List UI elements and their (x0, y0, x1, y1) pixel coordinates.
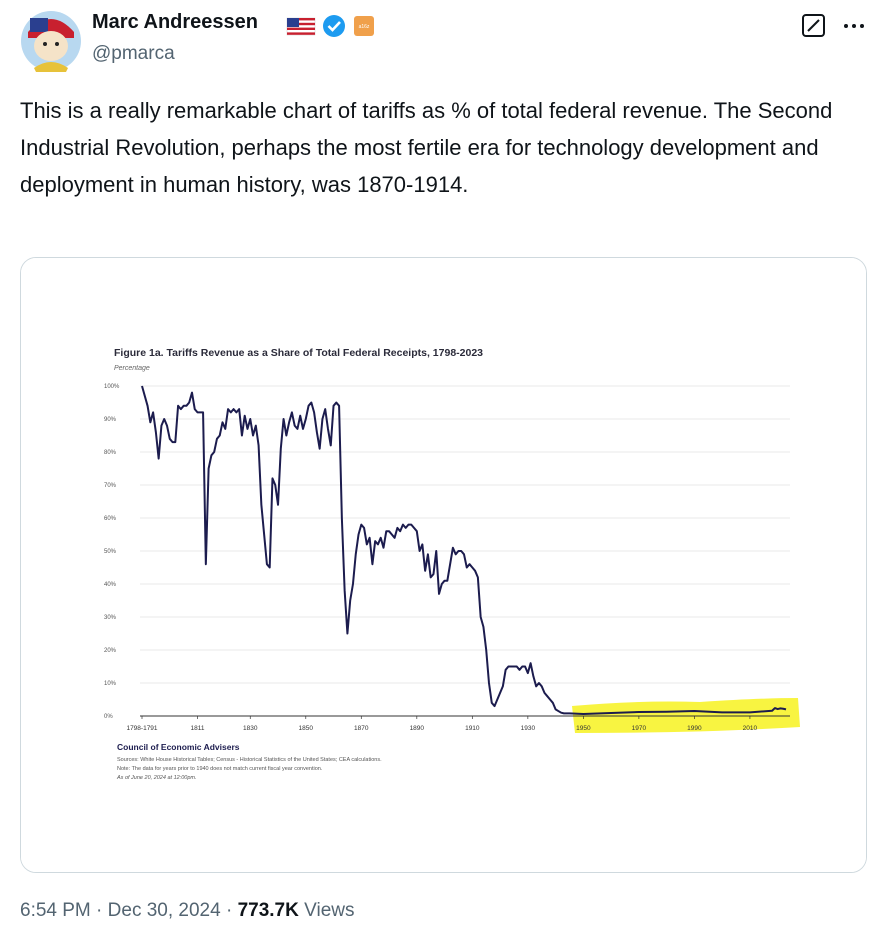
y-tick-label: 30% (104, 615, 117, 621)
x-tick-label: 1798-1791 (126, 725, 157, 732)
x-tick-label: 1970 (632, 725, 647, 732)
y-tick-label: 50% (104, 549, 117, 555)
data-line (141, 385, 787, 716)
x-tick-label: 1890 (410, 725, 425, 732)
y-tick-label: 10% (104, 681, 117, 687)
post-time[interactable]: 6:54 PM (20, 900, 91, 921)
post-date[interactable]: Dec 30, 2024 (107, 900, 221, 921)
views-label: Views (304, 900, 355, 921)
source-org: Council of Economic Advisers (117, 742, 240, 752)
top-actions (802, 14, 864, 37)
x-tick-label: 1830 (243, 725, 258, 732)
x-tick-label: 1990 (687, 725, 702, 732)
x-tick-label: 1910 (465, 725, 480, 732)
more-button[interactable] (844, 24, 864, 28)
author-handle[interactable]: @pmarca (92, 43, 175, 64)
avatar[interactable] (20, 10, 82, 72)
separator: · (96, 900, 103, 921)
x-tick-label: 1930 (521, 725, 536, 732)
grok-button[interactable] (802, 14, 825, 37)
separator: · (225, 900, 233, 921)
x-tick-label: 1850 (299, 725, 314, 732)
note: As of June 20, 2024 at 12:00pm. (116, 775, 197, 781)
x-tick-label: 1950 (576, 725, 591, 732)
media-card[interactable]: 0% 10% 20% 30% 40% 50% 60% 70% 80% 90% 100% 1798-17… (20, 257, 867, 873)
x-tick-label: 1811 (191, 725, 205, 732)
y-tick-label: 0% (104, 714, 113, 720)
y-tick-label: 70% (104, 483, 117, 489)
x-tick-label: 2010 (743, 725, 758, 732)
y-tick-label: 80% (104, 450, 117, 456)
y-tick-label: 20% (104, 648, 117, 654)
y-tick-label: 40% (104, 582, 117, 588)
tweet-text: This is a really remarkable chart of tar… (20, 98, 833, 197)
x-tick-label: 1870 (354, 725, 369, 732)
chart-title: Figure 1a. Tariffs Revenue as a Share of… (114, 347, 483, 359)
y-tick-label: 60% (104, 516, 117, 522)
chart: 0% 10% 20% 30% 40% 50% 60% 70% 80% 90% 100% 1798-17… (21, 258, 866, 872)
affiliate-badge: a16z (359, 24, 370, 30)
note: Note: The data for years prior to 1940 d… (117, 766, 323, 772)
note: Sources: White House Historical Tables; … (117, 757, 382, 763)
y-tick-label: 100% (104, 384, 120, 390)
author-name[interactable]: Marc Andreessen (92, 11, 258, 33)
y-tick-label: 90% (104, 417, 117, 423)
tweet-footer: 6:54 PM · Dec 30, 2024 · 773.7K Views (20, 900, 354, 922)
y-axis-label: Percentage (114, 365, 150, 372)
view-count: 773.7K (237, 900, 299, 921)
author-badges: a16z (286, 15, 374, 37)
